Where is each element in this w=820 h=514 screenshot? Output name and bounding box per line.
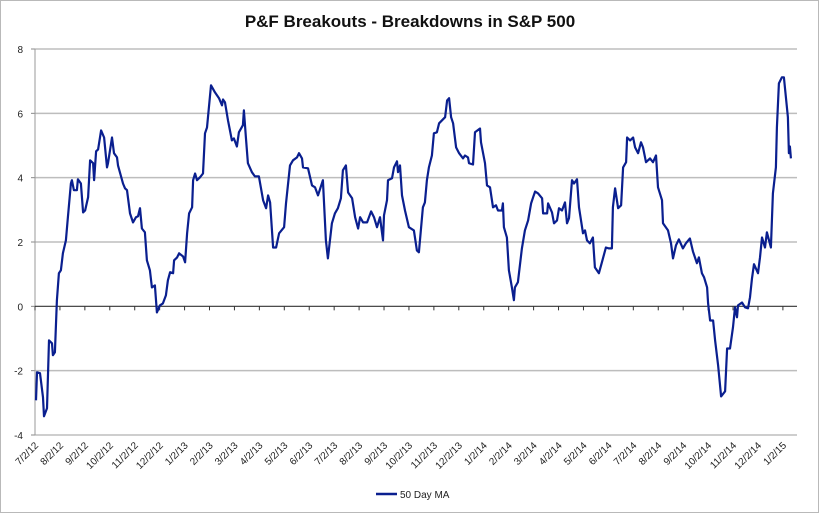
y-tick-label: -2 (14, 367, 23, 378)
y-axis-tick-labels: -4 -2 0 2 4 6 8 (14, 45, 23, 442)
y-tick-label: -4 (14, 431, 23, 442)
legend: 50 Day MA (376, 490, 450, 501)
y-tick-label: 2 (17, 238, 23, 249)
x-axis (34, 305, 797, 311)
series-line-50-day-ma (34, 76, 792, 418)
chart-title: P&F Breakouts - Breakdowns in S&P 500 (245, 12, 575, 31)
y-tick-label: 6 (17, 109, 23, 120)
legend-label-50-day-ma: 50 Day MA (400, 490, 450, 501)
y-tick-label: 0 (17, 302, 23, 313)
y-tick-label: 4 (17, 174, 23, 185)
y-tick-label: 8 (17, 45, 23, 56)
